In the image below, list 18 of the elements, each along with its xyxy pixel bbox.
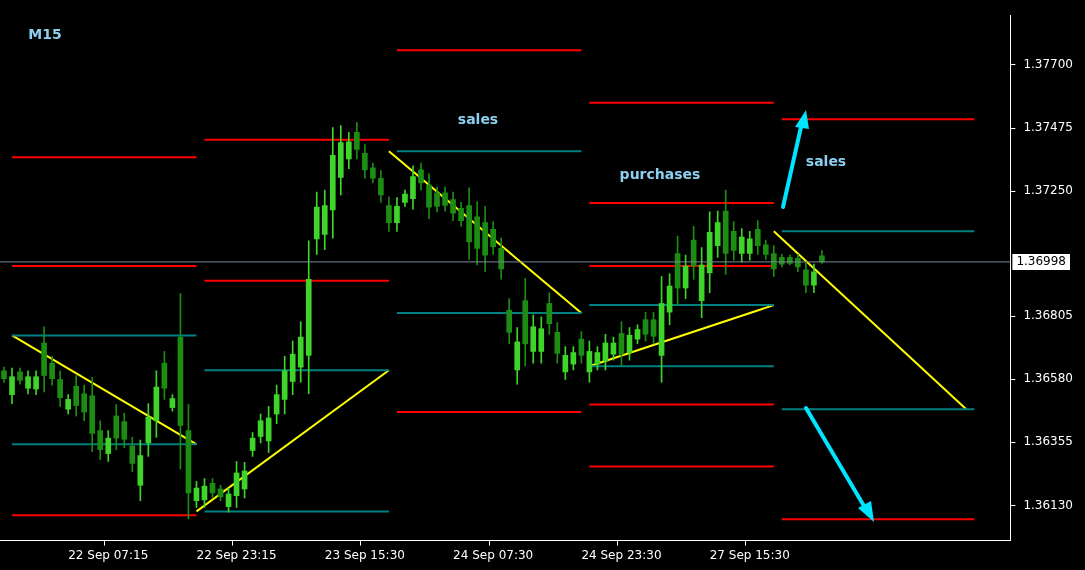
x-tick-label: 23 Sep 15:30 <box>324 547 405 562</box>
annotation: sales <box>457 110 499 127</box>
x-tick-label: 27 Sep 15:30 <box>709 547 790 562</box>
y-tick-label: 1.36580 <box>1023 371 1073 386</box>
y-tick-label: 1.37475 <box>1023 120 1073 135</box>
y-tick-label: 1.36130 <box>1023 497 1073 512</box>
y-tick-label: 1.36805 <box>1023 308 1073 323</box>
y-tick-label: 1.37700 <box>1023 57 1073 71</box>
annotation: purchases <box>619 165 701 182</box>
x-tick-label: 24 Sep 23:30 <box>581 547 662 562</box>
y-tick-label: 1.36355 <box>1023 434 1073 449</box>
x-tick-label: 22 Sep 07:15 <box>68 547 149 562</box>
ref-line-label: 1.36998 <box>1016 254 1066 269</box>
annotation: sales <box>805 152 847 169</box>
annotation: M15 <box>28 25 62 42</box>
x-tick-label: 24 Sep 07:30 <box>453 547 534 562</box>
x-tick-label: 22 Sep 23:15 <box>196 547 277 562</box>
y-tick-label: 1.37250 <box>1023 183 1073 198</box>
